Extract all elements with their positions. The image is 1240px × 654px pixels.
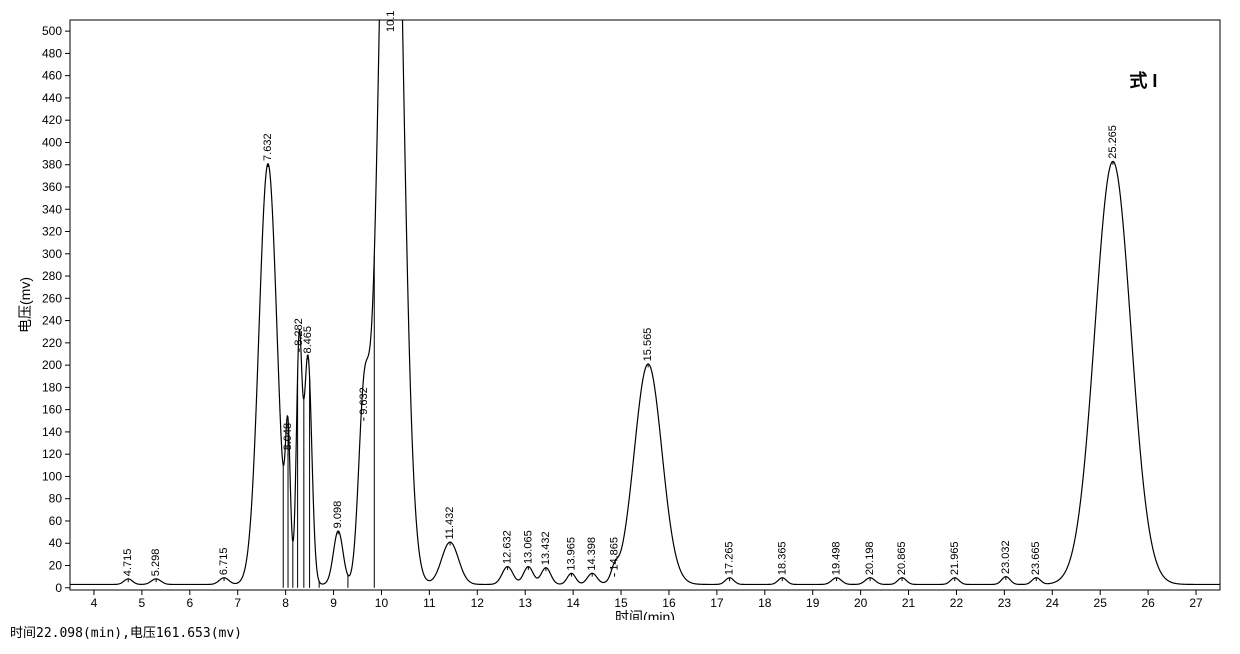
- svg-text:380: 380: [42, 158, 62, 172]
- svg-text:13: 13: [519, 596, 533, 610]
- svg-text:400: 400: [42, 135, 62, 149]
- svg-text:60: 60: [49, 514, 63, 528]
- svg-text:8.048: 8.048: [282, 423, 294, 451]
- svg-text:20: 20: [49, 559, 63, 573]
- svg-text:300: 300: [42, 247, 62, 261]
- svg-text:180: 180: [42, 380, 62, 394]
- svg-text:21.965: 21.965: [949, 541, 961, 575]
- svg-text:200: 200: [42, 358, 62, 372]
- svg-text:23: 23: [998, 596, 1012, 610]
- svg-text:时间(min): 时间(min): [615, 609, 675, 620]
- svg-text:13.432: 13.432: [540, 531, 552, 565]
- svg-text:5: 5: [139, 596, 146, 610]
- svg-text:26: 26: [1141, 596, 1155, 610]
- svg-text:120: 120: [42, 447, 62, 461]
- svg-text:4: 4: [91, 596, 98, 610]
- svg-text:12: 12: [471, 596, 485, 610]
- svg-text:23.665: 23.665: [1030, 541, 1042, 575]
- svg-text:27: 27: [1189, 596, 1203, 610]
- svg-text:320: 320: [42, 225, 62, 239]
- svg-text:18.365: 18.365: [776, 541, 788, 575]
- svg-text:80: 80: [49, 492, 63, 506]
- svg-text:7.632: 7.632: [262, 133, 274, 161]
- svg-text:15.565: 15.565: [642, 328, 654, 362]
- svg-text:13.965: 13.965: [565, 537, 577, 571]
- svg-text:25.265: 25.265: [1107, 125, 1119, 159]
- status-readout: 时间22.098(min),电压161.653(mv): [10, 622, 1230, 641]
- svg-text:100: 100: [42, 469, 62, 483]
- svg-text:23.032: 23.032: [1000, 540, 1012, 574]
- svg-text:14.865: 14.865: [609, 537, 621, 571]
- svg-text:11: 11: [423, 596, 436, 610]
- svg-text:420: 420: [42, 113, 62, 127]
- svg-text:17: 17: [710, 596, 724, 610]
- svg-text:8: 8: [282, 596, 289, 610]
- chart-svg: 4 5 6 7 8 9 10 11 12 13 14 15 16 17 18 19 20 21 22 23 24 25 26…: [10, 10, 1230, 620]
- svg-text:17.265: 17.265: [724, 541, 736, 575]
- svg-text:9: 9: [330, 596, 337, 610]
- svg-text:4.715: 4.715: [122, 549, 134, 577]
- svg-text:25: 25: [1094, 596, 1108, 610]
- svg-text:电压(mv): 电压(mv): [17, 277, 33, 333]
- chromatogram-chart: 4 5 6 7 8 9 10 11 12 13 14 15 16 17 18 19 20 21 22 23 24 25 26…: [10, 10, 1230, 620]
- svg-text:5.298: 5.298: [150, 549, 162, 577]
- svg-text:280: 280: [42, 269, 62, 283]
- svg-text:11.432: 11.432: [444, 507, 456, 540]
- svg-text:40: 40: [49, 536, 63, 550]
- svg-text:6.715: 6.715: [218, 548, 230, 576]
- svg-text:16: 16: [662, 596, 676, 610]
- svg-text:8.465: 8.465: [302, 326, 314, 354]
- svg-text:18: 18: [758, 596, 772, 610]
- svg-text:340: 340: [42, 202, 62, 216]
- svg-text:15: 15: [614, 596, 628, 610]
- svg-text:21: 21: [902, 596, 916, 610]
- svg-text:260: 260: [42, 291, 62, 305]
- svg-text:19.498: 19.498: [831, 541, 843, 575]
- svg-text:19: 19: [806, 596, 820, 610]
- svg-text:20.198: 20.198: [864, 541, 876, 575]
- svg-text:6: 6: [186, 596, 193, 610]
- svg-text:20: 20: [854, 596, 868, 610]
- svg-text:360: 360: [42, 180, 62, 194]
- svg-text:440: 440: [42, 91, 62, 105]
- svg-text:13.065: 13.065: [522, 530, 534, 564]
- svg-text:140: 140: [42, 425, 62, 439]
- svg-text:460: 460: [42, 69, 62, 83]
- svg-text:20.865: 20.865: [896, 541, 908, 575]
- svg-text:480: 480: [42, 46, 62, 60]
- svg-text:220: 220: [42, 336, 62, 350]
- svg-text:9.632: 9.632: [358, 387, 370, 415]
- svg-text:24: 24: [1046, 596, 1060, 610]
- svg-text:12.632: 12.632: [502, 530, 514, 564]
- svg-text:10.198: 10.198: [385, 10, 397, 32]
- svg-text:14.398: 14.398: [586, 537, 598, 571]
- svg-text:240: 240: [42, 314, 62, 328]
- svg-text:0: 0: [55, 581, 62, 595]
- svg-text:500: 500: [42, 24, 62, 38]
- svg-text:7: 7: [234, 596, 241, 610]
- svg-text:9.098: 9.098: [332, 501, 344, 529]
- svg-text:22: 22: [950, 596, 964, 610]
- svg-text:160: 160: [42, 403, 62, 417]
- svg-text:10: 10: [375, 596, 389, 610]
- svg-text:式 I: 式 I: [1129, 70, 1157, 91]
- svg-text:14: 14: [566, 596, 580, 610]
